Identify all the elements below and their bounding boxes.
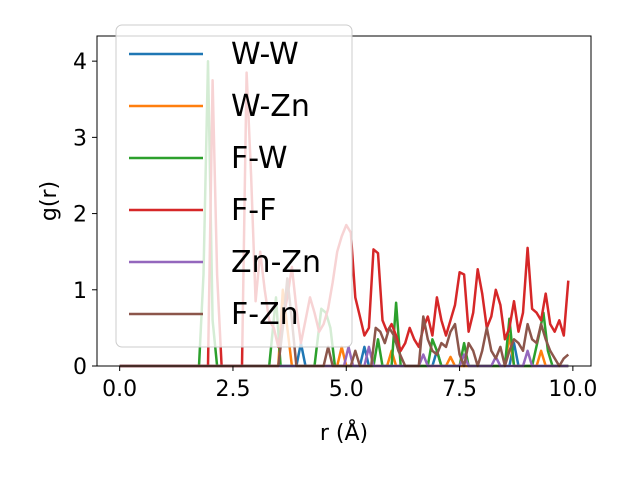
legend-label: Zn-Zn bbox=[231, 245, 321, 280]
legend-label: W-Zn bbox=[231, 89, 310, 124]
x-tick-label: 5.0 bbox=[329, 377, 364, 402]
x-tick-label: 2.5 bbox=[215, 377, 250, 402]
legend-label: W-W bbox=[231, 37, 299, 72]
x-tick-label: 10.0 bbox=[548, 377, 597, 402]
y-tick-label: 4 bbox=[73, 50, 87, 75]
y-tick-label: 3 bbox=[73, 126, 87, 151]
y-tick-label: 1 bbox=[73, 279, 87, 304]
legend-label: F-Zn bbox=[231, 297, 299, 332]
legend-label: F-F bbox=[231, 193, 276, 228]
y-tick-label: 2 bbox=[73, 203, 87, 228]
y-axis: 0 1 2 3 4 bbox=[73, 50, 97, 380]
x-tick-label: 7.5 bbox=[442, 377, 477, 402]
x-axis-label: r (Å) bbox=[320, 419, 368, 446]
y-axis-label: g(r) bbox=[37, 181, 62, 221]
x-axis: 0.0 2.5 5.0 7.5 10.0 bbox=[102, 366, 597, 402]
x-tick-label: 0.0 bbox=[102, 377, 137, 402]
legend: W-W W-Zn F-W F-F Zn-Zn F-Zn bbox=[115, 24, 353, 348]
legend-label: F-W bbox=[231, 141, 288, 176]
y-tick-label: 0 bbox=[73, 355, 87, 380]
